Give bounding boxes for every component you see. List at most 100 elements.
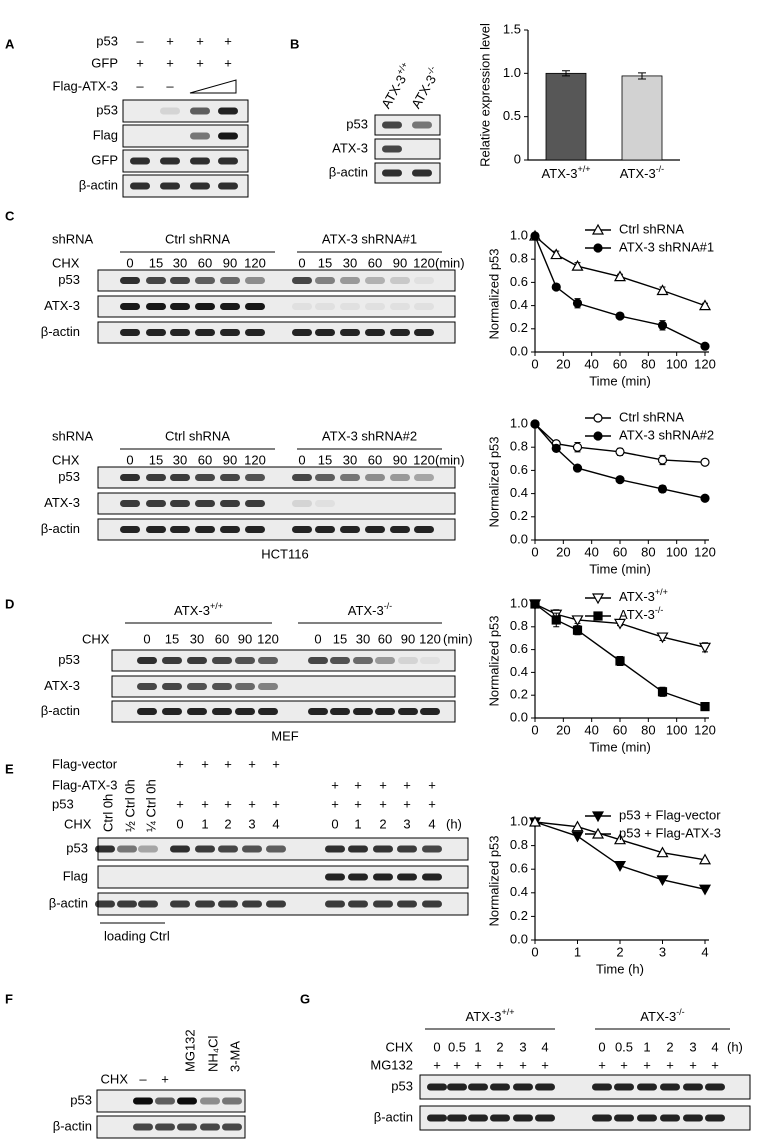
blot-band bbox=[325, 873, 345, 881]
blot-band bbox=[292, 474, 312, 481]
time-label: 3 bbox=[403, 816, 410, 831]
blot-band bbox=[195, 474, 215, 481]
condition-mark: + bbox=[666, 1057, 674, 1072]
blot-label: p53 bbox=[58, 652, 80, 667]
blot-band bbox=[220, 474, 240, 481]
lane-label: MG132 bbox=[182, 1029, 197, 1072]
marker bbox=[615, 656, 625, 666]
blot-band bbox=[170, 303, 190, 310]
panel-letter: G bbox=[300, 991, 310, 1006]
condition-mark: + bbox=[541, 1057, 549, 1072]
blot-band bbox=[162, 683, 182, 690]
y-tick-label: 0.8 bbox=[510, 618, 528, 633]
unit-label: (min) bbox=[435, 255, 465, 270]
time-label: 0 bbox=[433, 1039, 440, 1054]
condition-mark: + bbox=[433, 1057, 441, 1072]
time-label: 1 bbox=[643, 1039, 650, 1054]
label-part: -/- bbox=[655, 605, 664, 615]
condition-mark: + bbox=[331, 777, 339, 792]
blot-strip bbox=[97, 865, 469, 889]
blot-label: β-actin bbox=[49, 895, 88, 910]
blot-band bbox=[325, 900, 345, 908]
time-label: 0 bbox=[126, 452, 133, 467]
y-tick-label: 0.6 bbox=[510, 274, 528, 289]
blot-band bbox=[422, 900, 442, 908]
blot-band bbox=[190, 157, 210, 165]
condition-mark: + bbox=[224, 756, 232, 771]
blot-band bbox=[447, 1114, 467, 1122]
row-label: CHX bbox=[52, 452, 80, 467]
y-axis-label: Relative expression level bbox=[477, 23, 492, 167]
blot-band bbox=[348, 845, 368, 853]
condition-mark: + bbox=[272, 756, 280, 771]
label-part: +/+ bbox=[210, 601, 223, 611]
condition-mark: + bbox=[496, 1057, 504, 1072]
time-label: 60 bbox=[198, 452, 212, 467]
y-tick-label: 0.2 bbox=[510, 320, 528, 335]
marker bbox=[530, 231, 540, 241]
blot-band bbox=[170, 526, 190, 533]
blot-band bbox=[130, 182, 150, 190]
blot-band bbox=[95, 900, 115, 908]
y-tick-label: 0.6 bbox=[510, 462, 528, 477]
y-tick-label: 0.4 bbox=[510, 297, 528, 312]
time-label: 120 bbox=[413, 452, 435, 467]
blot-band bbox=[390, 526, 410, 533]
group-label: ATX-3-/- bbox=[348, 601, 392, 618]
label-part: +/+ bbox=[501, 1007, 514, 1017]
y-tick-label: 0.6 bbox=[510, 861, 528, 876]
condition-mark: – bbox=[166, 78, 174, 93]
label-part: ATX-3 bbox=[619, 607, 655, 622]
y-tick-label: 0.0 bbox=[510, 931, 528, 946]
blot-band bbox=[195, 845, 215, 853]
blot-band bbox=[170, 845, 190, 853]
y-tick-label: 0.4 bbox=[510, 485, 528, 500]
blot-band bbox=[220, 500, 240, 507]
blot-band bbox=[222, 1097, 242, 1105]
blot-band bbox=[190, 107, 210, 115]
blot-band bbox=[195, 526, 215, 533]
blot-label: p53 bbox=[346, 116, 368, 131]
marker bbox=[656, 632, 669, 644]
blot-band bbox=[390, 303, 410, 310]
marker bbox=[657, 687, 668, 697]
row-label: shRNA bbox=[52, 231, 94, 246]
blot-band bbox=[117, 900, 137, 908]
series-line bbox=[534, 423, 706, 463]
panel-letter: C bbox=[5, 208, 15, 223]
condition-mark: + bbox=[403, 777, 411, 792]
y-tick-label: 0.0 bbox=[510, 531, 528, 546]
blot-band bbox=[382, 169, 402, 177]
label-part: ATX-3 bbox=[409, 73, 440, 112]
time-label: 30 bbox=[343, 452, 357, 467]
condition-mark: + bbox=[166, 55, 174, 70]
blot-band bbox=[614, 1083, 634, 1091]
blot-band bbox=[353, 708, 373, 715]
error-bar bbox=[638, 72, 646, 80]
row-label: MG132 bbox=[370, 1057, 413, 1072]
x-tick-label: 100 bbox=[666, 544, 688, 559]
blot-label: β-actin bbox=[41, 521, 80, 536]
time-label: 120 bbox=[257, 631, 279, 646]
blot-strip bbox=[122, 174, 249, 198]
marker bbox=[572, 298, 583, 308]
x-tick-label: 60 bbox=[613, 356, 627, 371]
time-label: 60 bbox=[368, 452, 382, 467]
blot-label: ATX-3 bbox=[44, 495, 80, 510]
x-tick-label: 3 bbox=[659, 944, 666, 959]
time-label: 0 bbox=[598, 1039, 605, 1054]
y-tick-label: 0.4 bbox=[510, 664, 528, 679]
blot-band bbox=[162, 708, 182, 715]
legend-label: ATX-3 shRNA#2 bbox=[619, 427, 714, 442]
blot-band bbox=[187, 657, 207, 664]
x-axis-label: Time (min) bbox=[589, 739, 651, 754]
marker bbox=[571, 259, 584, 271]
blot-band bbox=[218, 107, 238, 115]
marker bbox=[551, 282, 561, 292]
blot-band bbox=[258, 657, 278, 664]
blot-band bbox=[705, 1083, 725, 1091]
condition-mark: + bbox=[201, 796, 209, 811]
x-tick-label: 0 bbox=[531, 544, 538, 559]
blot-band bbox=[137, 657, 157, 664]
blot-band bbox=[245, 526, 265, 533]
